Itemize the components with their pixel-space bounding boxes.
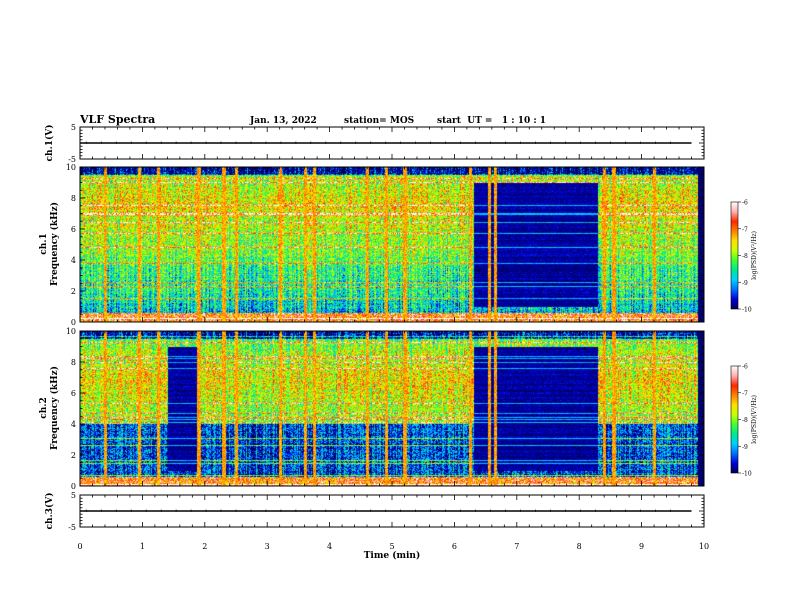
date-label: Jan. 13, 2022 [249,116,317,126]
ch1-trace-ytick-label: -5 [68,155,76,164]
ch3-trace-ytick-label: 5 [71,491,76,500]
colorbar-scale [730,365,739,474]
ch1-trace-ylabel: ch.1(V) [44,125,55,162]
colorbar-tick-label: -8 [742,253,748,260]
ch1-spec-ytick-label: 0 [71,318,76,327]
colorbar-tick-label: -6 [742,200,748,207]
ch1-spec-ytick-label: 6 [71,225,76,234]
ch2-spec-ytick-label: 10 [66,327,76,336]
ch2-spec-ytick-label: 0 [71,482,76,491]
ch3-trace-ytick-label: -5 [68,523,76,532]
ch1-colorbar: -6 -7 -8 -9 -10 log(PSD)(V²/Hz) [730,200,758,314]
colorbar-tick-label: -9 [742,280,748,287]
ch2-spectrogram-image [80,331,704,486]
x-tick-label: 7 [514,542,519,551]
colorbar-tick-label: -8 [742,417,748,424]
colorbar-tick-label: -6 [742,364,748,371]
x-tick-label: 1 [140,542,145,551]
x-tick-label: 10 [699,542,709,551]
ch1-spectrogram-image [80,167,704,322]
ch2-spec-ytick-label: 4 [71,420,76,429]
ch2-spectrogram-ylabel-frequency: Frequency (kHz) [49,366,60,450]
ch1-spectrogram-ylabel-channel: ch.1 [39,233,49,254]
ch2-spectrogram-ylabel-channel: ch.2 [39,397,49,418]
ch2-spec-ytick-label: 8 [71,358,76,367]
x-axis-label: Time (min) [364,550,421,561]
figure-title: VLF Spectra [79,113,155,126]
ch2-spec-ytick-label: 2 [71,451,76,460]
ch1-trace-ytick-label: 5 [71,123,76,132]
station-label: station= MOS [344,116,414,126]
ch1-spec-ytick-label: 10 [66,163,76,172]
ch1-spectrogram-ylabel-frequency: Frequency (kHz) [49,202,60,286]
x-tick-label: 3 [265,542,270,551]
colorbar-label: log(PSD)(V²/Hz) [751,231,758,280]
ch1-spectrogram-frame [79,166,705,323]
x-tick-label: 8 [577,542,582,551]
x-tick-label: 6 [452,542,457,551]
start-time-label: start UT = 1 : 10 : 1 [437,116,546,126]
ch1-spec-ytick-label: 4 [71,256,76,265]
ch1-trace-line [80,141,692,144]
x-tick-label: 9 [639,542,644,551]
colorbar-tick-label: -10 [742,471,752,478]
ch3-trace-line [80,509,692,512]
colorbar-label: log(PSD)(V²/Hz) [751,395,758,444]
colorbar-scale [730,201,739,310]
ch3-trace-ylabel: ch.3(V) [44,493,55,530]
x-tick-label: 2 [202,542,207,551]
colorbar-tick-label: -9 [742,444,748,451]
ch1-spec-ytick-label: 8 [71,194,76,203]
ch2-colorbar: -6 -7 -8 -9 -10 log(PSD)(V²/Hz) [730,364,758,478]
x-tick-label: 4 [327,542,332,551]
ch1-spec-ytick-label: 2 [71,287,76,296]
x-tick-label: 5 [389,542,394,551]
x-tick-label: 0 [77,542,82,551]
ch2-spec-ytick-label: 6 [71,389,76,398]
colorbar-tick-label: -10 [742,307,752,314]
colorbar-tick-label: -7 [742,390,748,397]
colorbar-tick-label: -7 [742,226,748,233]
ch2-spectrogram-frame [79,330,705,487]
